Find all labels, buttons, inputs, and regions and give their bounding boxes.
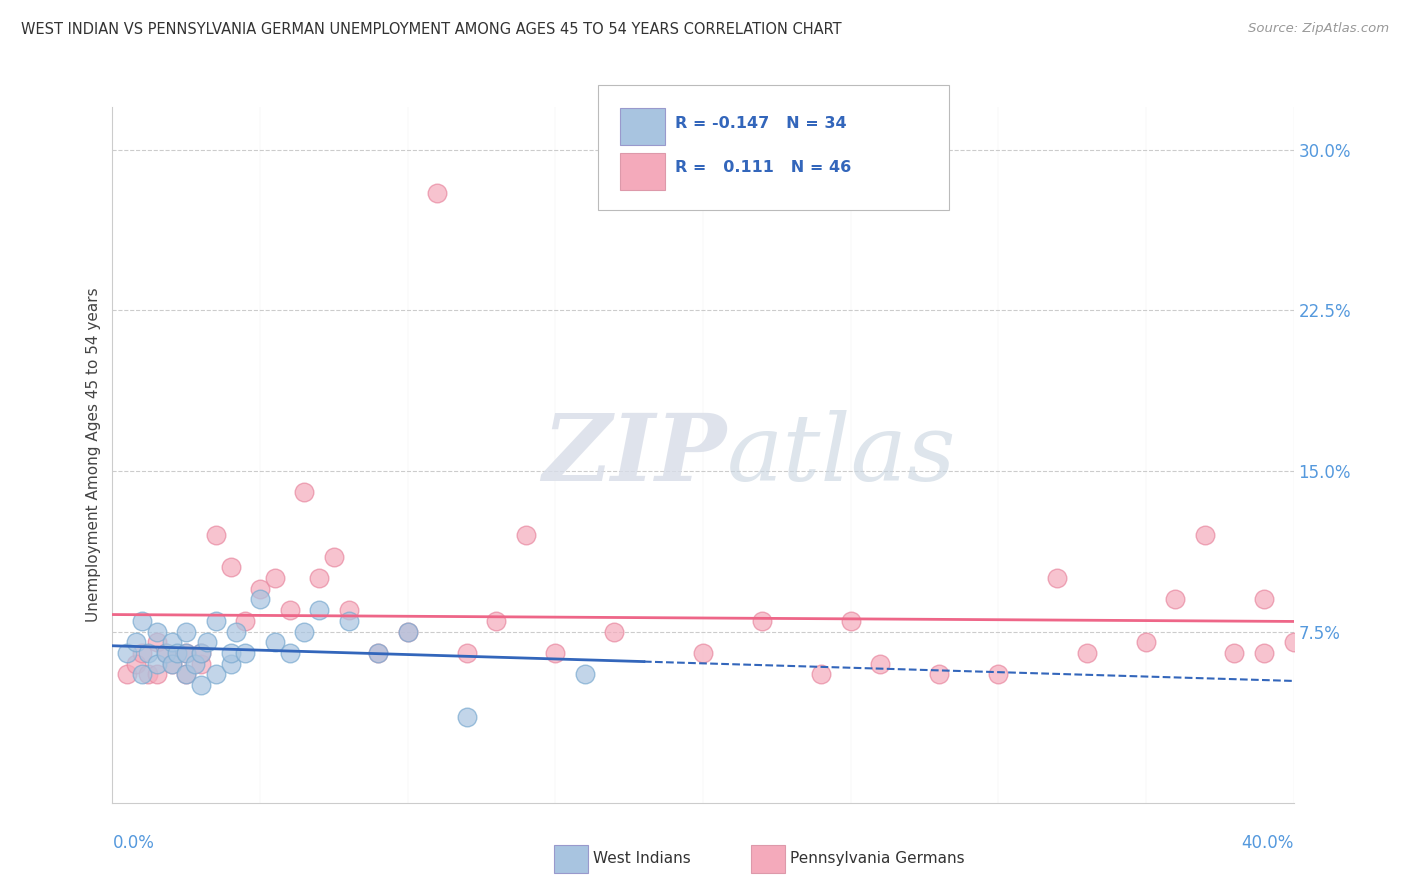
Point (308, 603, 330, 617)
Point (131, 646, 153, 660)
Point (308, 571, 330, 585)
Point (485, 614, 508, 628)
Point (292, 624, 315, 639)
Point (160, 635, 183, 649)
Point (1223, 646, 1246, 660)
Point (456, 646, 478, 660)
Point (1135, 635, 1157, 649)
Point (125, 635, 148, 649)
Point (146, 657, 169, 671)
Point (574, 667, 596, 681)
Point (190, 646, 212, 660)
Point (125, 657, 148, 671)
Point (426, 186, 449, 200)
Point (219, 657, 242, 671)
Point (515, 528, 537, 542)
Point (155, 646, 177, 660)
Point (278, 603, 301, 617)
Point (117, 646, 138, 660)
Point (1046, 571, 1069, 585)
Text: WEST INDIAN VS PENNSYLVANIA GERMAN UNEMPLOYMENT AMONG AGES 45 TO 54 YEARS CORREL: WEST INDIAN VS PENNSYLVANIA GERMAN UNEMP… (21, 22, 842, 37)
Point (603, 624, 626, 639)
Point (146, 667, 169, 681)
Point (146, 635, 169, 649)
Point (205, 614, 228, 628)
Point (146, 624, 169, 639)
Point (195, 635, 218, 649)
Point (136, 667, 159, 681)
Point (869, 657, 891, 671)
Point (367, 646, 389, 660)
Point (174, 667, 197, 681)
Point (249, 592, 271, 607)
Point (292, 485, 315, 500)
Point (136, 646, 159, 660)
Point (219, 646, 242, 660)
Text: West Indians: West Indians (593, 852, 692, 866)
Point (160, 657, 183, 671)
Point (1253, 592, 1275, 607)
Point (190, 678, 212, 692)
Point (160, 657, 183, 671)
Point (396, 624, 419, 639)
Point (323, 549, 346, 564)
Point (233, 614, 256, 628)
Point (278, 646, 301, 660)
Point (264, 635, 287, 649)
Point (131, 667, 153, 681)
Point (219, 560, 242, 574)
Text: 40.0%: 40.0% (1241, 834, 1294, 852)
Point (692, 646, 714, 660)
Text: R =   0.111   N = 46: R = 0.111 N = 46 (675, 161, 851, 175)
Point (174, 646, 197, 660)
Point (174, 667, 197, 681)
Point (205, 528, 228, 542)
Point (225, 624, 247, 639)
Point (174, 624, 197, 639)
Text: atlas: atlas (727, 410, 956, 500)
Point (337, 614, 360, 628)
Point (166, 646, 188, 660)
Text: Source: ZipAtlas.com: Source: ZipAtlas.com (1249, 22, 1389, 36)
Point (1164, 592, 1187, 607)
Point (544, 646, 567, 660)
Point (1076, 646, 1098, 660)
Point (233, 646, 256, 660)
Point (190, 646, 212, 660)
Point (117, 667, 138, 681)
Point (249, 582, 271, 596)
Y-axis label: Unemployment Among Ages 45 to 54 years: Unemployment Among Ages 45 to 54 years (86, 287, 101, 623)
Point (337, 603, 360, 617)
Point (264, 571, 287, 585)
Point (810, 667, 832, 681)
Point (1282, 635, 1305, 649)
Point (928, 667, 950, 681)
Text: R = -0.147   N = 34: R = -0.147 N = 34 (675, 116, 846, 130)
Point (839, 614, 862, 628)
Text: Pennsylvania Germans: Pennsylvania Germans (790, 852, 965, 866)
Point (456, 710, 478, 724)
Point (396, 624, 419, 639)
Point (190, 657, 212, 671)
Text: ZIP: ZIP (543, 410, 727, 500)
Point (751, 614, 773, 628)
Point (155, 646, 177, 660)
Point (174, 646, 197, 660)
Point (131, 614, 153, 628)
Point (205, 667, 228, 681)
Point (367, 646, 389, 660)
Point (1194, 528, 1216, 542)
Text: 0.0%: 0.0% (112, 834, 155, 852)
Point (184, 657, 207, 671)
Point (1253, 646, 1275, 660)
Point (987, 667, 1010, 681)
